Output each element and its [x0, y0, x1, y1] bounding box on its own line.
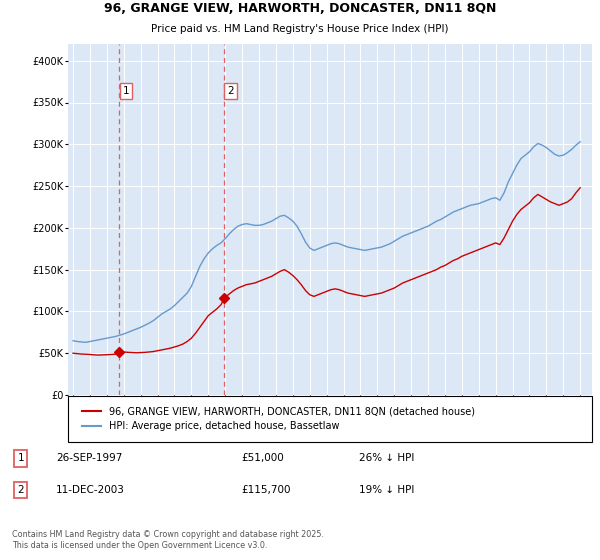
Text: 26-SEP-1997: 26-SEP-1997	[56, 453, 122, 463]
Text: 26% ↓ HPI: 26% ↓ HPI	[359, 453, 414, 463]
Text: 2: 2	[17, 485, 24, 495]
Text: 1: 1	[17, 453, 24, 463]
Text: 19% ↓ HPI: 19% ↓ HPI	[359, 485, 414, 495]
Text: 1: 1	[122, 86, 129, 96]
Legend: 96, GRANGE VIEW, HARWORTH, DONCASTER, DN11 8QN (detached house), HPI: Average pr: 96, GRANGE VIEW, HARWORTH, DONCASTER, DN…	[78, 403, 479, 435]
Text: 11-DEC-2003: 11-DEC-2003	[56, 485, 125, 495]
FancyBboxPatch shape	[68, 396, 592, 442]
Text: £51,000: £51,000	[241, 453, 284, 463]
Text: 96, GRANGE VIEW, HARWORTH, DONCASTER, DN11 8QN: 96, GRANGE VIEW, HARWORTH, DONCASTER, DN…	[104, 2, 496, 15]
Text: £115,700: £115,700	[241, 485, 291, 495]
Text: 2: 2	[227, 86, 234, 96]
Text: Contains HM Land Registry data © Crown copyright and database right 2025.
This d: Contains HM Land Registry data © Crown c…	[12, 530, 324, 550]
Text: Price paid vs. HM Land Registry's House Price Index (HPI): Price paid vs. HM Land Registry's House …	[151, 24, 449, 34]
